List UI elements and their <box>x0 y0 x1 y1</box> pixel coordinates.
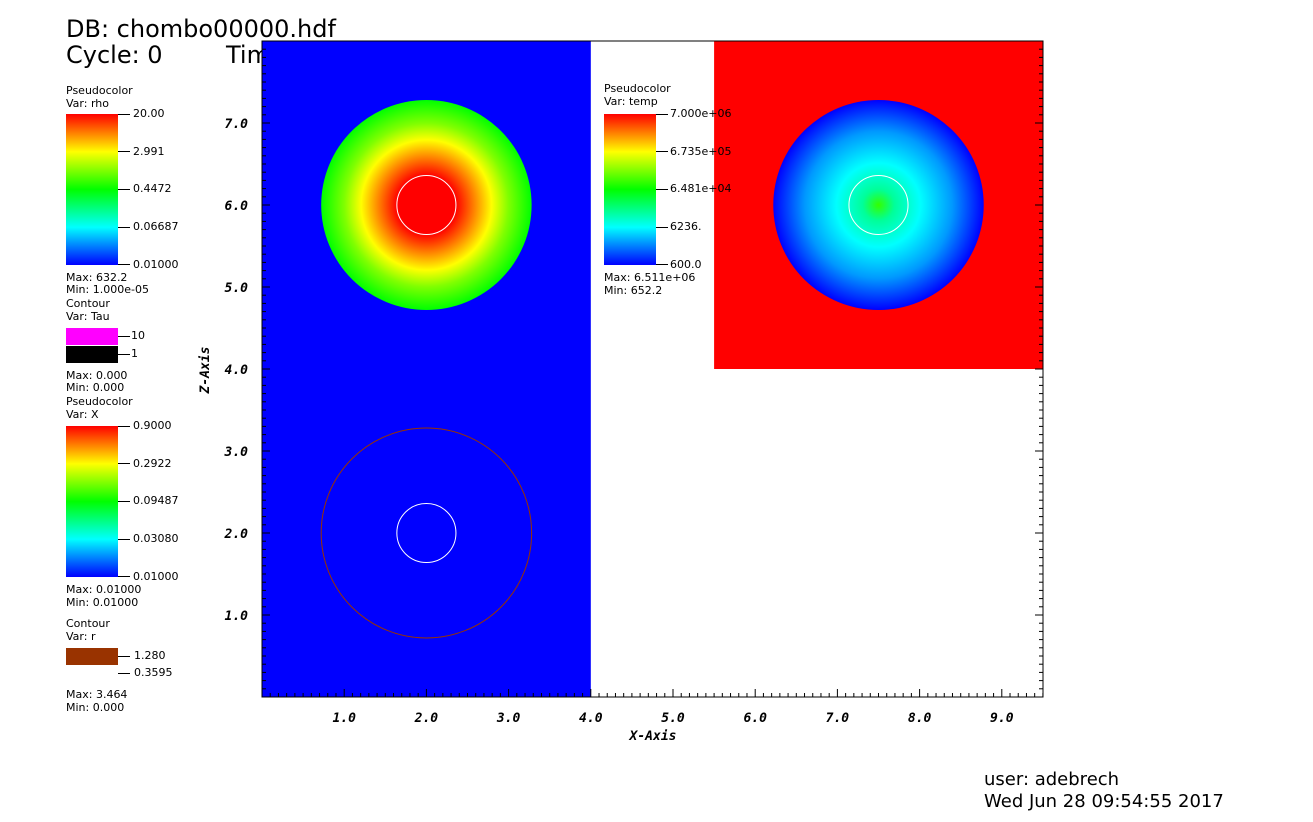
x-tick-label: 5.0 <box>661 711 685 726</box>
y-tick-label: 3.0 <box>224 445 249 460</box>
legend-x-tick: 0.03080 <box>133 532 179 545</box>
legend-rho-min: Min: 1.000e-05 <box>66 283 149 296</box>
contour-r <box>396 503 457 563</box>
legend-tau-var: Var: Tau <box>66 310 110 323</box>
legend-tau-level: 10 <box>131 329 145 342</box>
legend-tau-level: 1 <box>131 347 138 360</box>
legend-x-type: Pseudocolor <box>66 395 133 408</box>
legend-rho-tick: 0.4472 <box>133 182 172 195</box>
x-tick-label: 1.0 <box>332 711 356 726</box>
legend-x-min: Min: 0.01000 <box>66 596 139 609</box>
legend-temp-tick: 6.481e+04 <box>670 182 732 195</box>
legend-r-type: Contour <box>66 617 110 630</box>
legend-x-tick: 0.2922 <box>133 457 172 470</box>
legend-tau-min: Min: 0.000 <box>66 381 125 394</box>
user-label: user: adebrech <box>984 769 1120 790</box>
legend-rho-tick: 20.00 <box>133 107 165 120</box>
y-tick-label: 5.0 <box>225 281 249 296</box>
cycle-label: Cycle: 0 <box>66 41 163 69</box>
x-axis-label: X-Axis <box>629 729 677 744</box>
y-tick-label: 6.0 <box>225 199 249 214</box>
legend-x-tick: 0.09487 <box>133 494 179 507</box>
legend-rho-tick: 0.01000 <box>133 258 179 271</box>
y-tick-label: 1.0 <box>225 609 249 624</box>
legend-temp-tick: 600.0 <box>670 258 702 271</box>
legend-rho-var: Var: rho <box>66 97 109 110</box>
legend-temp-min: Min: 652.2 <box>604 284 663 297</box>
legend-r-level: 0.3595 <box>134 666 173 679</box>
y-tick-label: 7.0 <box>225 117 249 132</box>
legend-r-level: 1.280 <box>134 649 166 662</box>
legend-rho-colorbar <box>66 114 118 265</box>
legend-x-max: Max: 0.01000 <box>66 583 142 596</box>
legend-rho-max: Max: 632.2 <box>66 271 128 284</box>
contours-layer <box>320 175 909 639</box>
blobs-layer <box>321 100 984 310</box>
x-tick-label: 2.0 <box>414 711 439 726</box>
legend-r-swatch <box>66 648 118 665</box>
legend-temp-tick: 6236. <box>670 220 702 233</box>
db-title: DB: chombo00000.hdf <box>66 15 336 43</box>
legend-temp-tick: 7.000e+06 <box>670 107 732 120</box>
legend-x-var: Var: X <box>66 408 99 421</box>
legend-x-tick: 0.9000 <box>133 419 172 432</box>
legend-tau-swatch-10 <box>66 328 118 345</box>
legend-temp-type: Pseudocolor <box>604 82 671 95</box>
x-tick-label: 4.0 <box>579 711 603 726</box>
contour-r <box>396 175 457 235</box>
legend-temp-var: Var: temp <box>604 95 658 108</box>
legend-rho-tick: 2.991 <box>133 145 165 158</box>
y-tick-label: 2.0 <box>224 527 249 542</box>
x-tick-label: 8.0 <box>908 711 932 726</box>
legend-temp-max: Max: 6.511e+06 <box>604 271 696 284</box>
legend-temp-tick: 6.735e+05 <box>670 145 732 158</box>
legend-r-min: Min: 0.000 <box>66 701 125 714</box>
legend-rho-type: Pseudocolor <box>66 84 133 97</box>
contour-r <box>320 427 533 639</box>
x-tick-label: 7.0 <box>826 711 850 726</box>
contour-r <box>848 175 909 235</box>
x-tick-label: 3.0 <box>496 711 521 726</box>
legend-tau-type: Contour <box>66 297 110 310</box>
y-tick-label: 4.0 <box>225 363 249 378</box>
legend-tau-max: Max: 0.000 <box>66 369 128 382</box>
x-tick-label: 6.0 <box>743 711 767 726</box>
blob-temp <box>773 100 984 310</box>
legend-r-max: Max: 3.464 <box>66 688 128 701</box>
axes-layer: 1.0 2.0 3.0 4.0 5.0 6.0 7.0 8.0 9.0 1.0 2.0 3.0 4.0 5… <box>224 40 1044 726</box>
legend-rho-tick: 0.06687 <box>133 220 179 233</box>
x-tick-label: 9.0 <box>990 711 1014 726</box>
legend-x-colorbar <box>66 426 118 577</box>
date-label: Wed Jun 28 09:54:55 2017 <box>984 791 1224 812</box>
legend-x-tick: 0.01000 <box>133 570 179 583</box>
legend-temp-colorbar <box>604 114 656 265</box>
legend-r-var: Var: r <box>66 630 96 643</box>
y-axis-label: Z-Axis <box>198 347 213 395</box>
legend-tau-swatch-1 <box>66 346 118 363</box>
blob-rho <box>321 100 532 310</box>
